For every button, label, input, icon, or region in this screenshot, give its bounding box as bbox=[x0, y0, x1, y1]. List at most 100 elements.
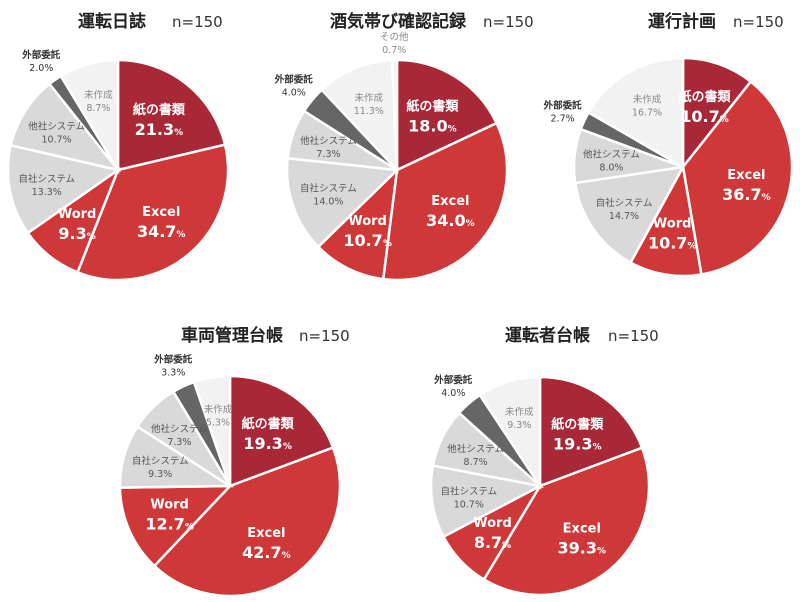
slice-value-other-system: 10.7% bbox=[42, 134, 72, 145]
pie-labels: 紙の書類 10.7% Excel 36.7% Word 10.7% 自社システム 14.7% 他… bbox=[543, 89, 771, 252]
slice-label-other: その他 bbox=[380, 31, 409, 43]
slice-label-outsourced: 外部委託 bbox=[153, 354, 193, 366]
slice-label-outsourced: 外部委託 bbox=[274, 74, 314, 86]
pie-slice-word bbox=[118, 484, 233, 568]
chart-title: 酒気帯び確認記録 bbox=[330, 11, 467, 32]
slice-label-own-system: 自社システム bbox=[440, 486, 497, 498]
pie-slices bbox=[429, 375, 651, 597]
slice-value-not-created: 8.7% bbox=[86, 103, 110, 114]
slice-value-outsourced: 4.0% bbox=[282, 88, 306, 99]
pie-slice-not-created bbox=[586, 56, 685, 170]
slice-label-word: Word bbox=[653, 217, 692, 232]
slice-label-paper: 紙の書類 bbox=[242, 416, 295, 432]
chart-2: 運行計画 n=150 紙の書類 10.7% Excel 36.7% Word 10.7% 自… bbox=[543, 11, 794, 278]
slice-label-outsourced: 外部委託 bbox=[543, 100, 583, 112]
slice-value-outsourced: 3.3% bbox=[161, 368, 185, 379]
slice-value-paper: 21.3% bbox=[135, 120, 184, 139]
pie-slice-own-system bbox=[429, 464, 544, 539]
pie-slice-excel bbox=[482, 446, 651, 597]
chart-1: 酒気帯び確認記録 n=150 紙の書類 18.0% Excel 34.0% Word 10… bbox=[274, 11, 534, 282]
pie-slices bbox=[572, 56, 794, 278]
pie-slice-not-created bbox=[319, 58, 399, 174]
slice-value-excel: 42.7% bbox=[242, 543, 291, 562]
slice-value-outsourced: 2.0% bbox=[29, 63, 53, 74]
slice-value-excel: 39.3% bbox=[558, 538, 607, 557]
chart-title: 運行計画 bbox=[648, 11, 716, 32]
slice-value-word: 9.3% bbox=[58, 224, 95, 243]
slice-value-own-system: 10.7% bbox=[454, 500, 484, 511]
chart-0: 運転日誌 n=150 紙の書類 21.3% Excel 34.7% Word 9.3% 自社… bbox=[6, 11, 230, 282]
pie-labels: 紙の書類 18.0% Excel 34.0% Word 10.7% 自社システム 14.0% 他… bbox=[274, 31, 475, 250]
chart-title: 運転日誌 bbox=[78, 11, 146, 32]
slice-value-own-system: 14.0% bbox=[313, 197, 343, 208]
slice-label-other-system: 他社システム bbox=[151, 423, 208, 435]
pie-slice-own-system bbox=[285, 156, 400, 249]
slice-label-paper: 紙の書類 bbox=[678, 89, 731, 105]
slice-label-not-created: 未作成 bbox=[505, 406, 534, 418]
pie-slices bbox=[285, 58, 509, 282]
slice-value-paper: 18.0% bbox=[408, 116, 457, 135]
slice-label-not-created: 未作成 bbox=[84, 89, 113, 101]
pie-slice-paper bbox=[116, 58, 227, 172]
slice-label-paper: 紙の書類 bbox=[406, 98, 459, 114]
pie-slice-other bbox=[390, 58, 399, 171]
slice-label-excel: Excel bbox=[247, 526, 285, 541]
slice-value-own-system: 13.3% bbox=[32, 187, 62, 198]
slice-label-own-system: 自社システム bbox=[18, 173, 75, 185]
slice-value-word: 8.7% bbox=[474, 533, 511, 552]
pie-slice-not-created bbox=[192, 374, 232, 487]
slice-label-other-system: 他社システム bbox=[447, 443, 504, 455]
pie-slice-other-system bbox=[9, 82, 122, 173]
slice-value-word: 10.7% bbox=[648, 234, 697, 253]
slice-label-other-system: 他社システム bbox=[28, 120, 85, 132]
chart-n-label: n=150 bbox=[172, 13, 223, 31]
slice-value-paper: 19.3% bbox=[553, 434, 602, 453]
slice-value-not-created: 11.3% bbox=[354, 106, 384, 117]
pie-slice-not-created bbox=[478, 375, 542, 491]
slice-label-other-system: 他社システム bbox=[583, 149, 640, 161]
chart-n-label: n=150 bbox=[299, 327, 350, 345]
slice-label-outsourced: 外部委託 bbox=[433, 374, 473, 386]
slice-label-excel: Excel bbox=[142, 205, 180, 220]
slice-label-not-created: 未作成 bbox=[204, 403, 233, 415]
chart-3: 車両管理台帳 n=150 紙の書類 19.3% Excel 42.7% Word 12.7… bbox=[118, 325, 350, 598]
chart-title: 車両管理台帳 bbox=[181, 325, 283, 346]
slice-value-other-system: 8.0% bbox=[599, 163, 623, 174]
slice-label-word: Word bbox=[150, 498, 189, 513]
pie-labels: 紙の書類 21.3% Excel 34.7% Word 9.3% 自社システム 13.3% 他社… bbox=[18, 49, 186, 243]
pie-labels: 紙の書類 19.3% Excel 42.7% Word 12.7% 自社システム 9.3% 他社… bbox=[132, 354, 295, 562]
slice-value-excel: 34.7% bbox=[137, 222, 186, 241]
slice-label-word: Word bbox=[58, 207, 97, 222]
slice-label-paper: 紙の書類 bbox=[133, 102, 186, 118]
slice-value-excel: 36.7% bbox=[722, 185, 771, 204]
slice-value-outsourced: 4.0% bbox=[441, 388, 465, 399]
pie-labels: 紙の書類 19.3% Excel 39.3% Word 8.7% 自社システム 10.7% 他社… bbox=[433, 374, 606, 557]
slice-value-own-system: 9.3% bbox=[148, 469, 172, 480]
pie-slice-own-system bbox=[573, 165, 686, 265]
pie-slice-paper bbox=[395, 58, 499, 172]
slice-value-paper: 10.7% bbox=[680, 107, 729, 126]
slice-label-own-system: 自社システム bbox=[132, 455, 189, 467]
pie-slice-own-system bbox=[6, 143, 122, 235]
slice-label-outsourced: 外部委託 bbox=[21, 49, 61, 61]
slice-value-outsourced: 2.7% bbox=[551, 114, 575, 125]
slice-value-word: 10.7% bbox=[343, 231, 392, 250]
chart-title: 運転者台帳 bbox=[505, 325, 590, 346]
pie-slice-paper bbox=[681, 56, 753, 171]
slice-label-paper: 紙の書類 bbox=[551, 416, 604, 432]
pie-slice-word bbox=[316, 166, 399, 281]
slice-value-word: 12.7% bbox=[145, 515, 194, 534]
slice-value-other-system: 8.7% bbox=[464, 457, 488, 468]
slice-label-word: Word bbox=[473, 516, 512, 531]
slice-value-other-system: 7.3% bbox=[316, 149, 340, 160]
slice-value-paper: 19.3% bbox=[243, 434, 292, 453]
chart-n-label: n=150 bbox=[483, 13, 534, 31]
slice-label-word: Word bbox=[348, 214, 387, 229]
chart-n-label: n=150 bbox=[608, 327, 659, 345]
chart-4: 運転者台帳 n=150 紙の書類 19.3% Excel 39.3% Word 8.7% 自… bbox=[429, 325, 659, 597]
slice-value-excel: 34.0% bbox=[426, 211, 475, 230]
pie-slice-not-created bbox=[59, 58, 120, 175]
pie-slice-excel bbox=[381, 121, 509, 282]
slice-label-other-system: 他社システム bbox=[300, 135, 357, 147]
